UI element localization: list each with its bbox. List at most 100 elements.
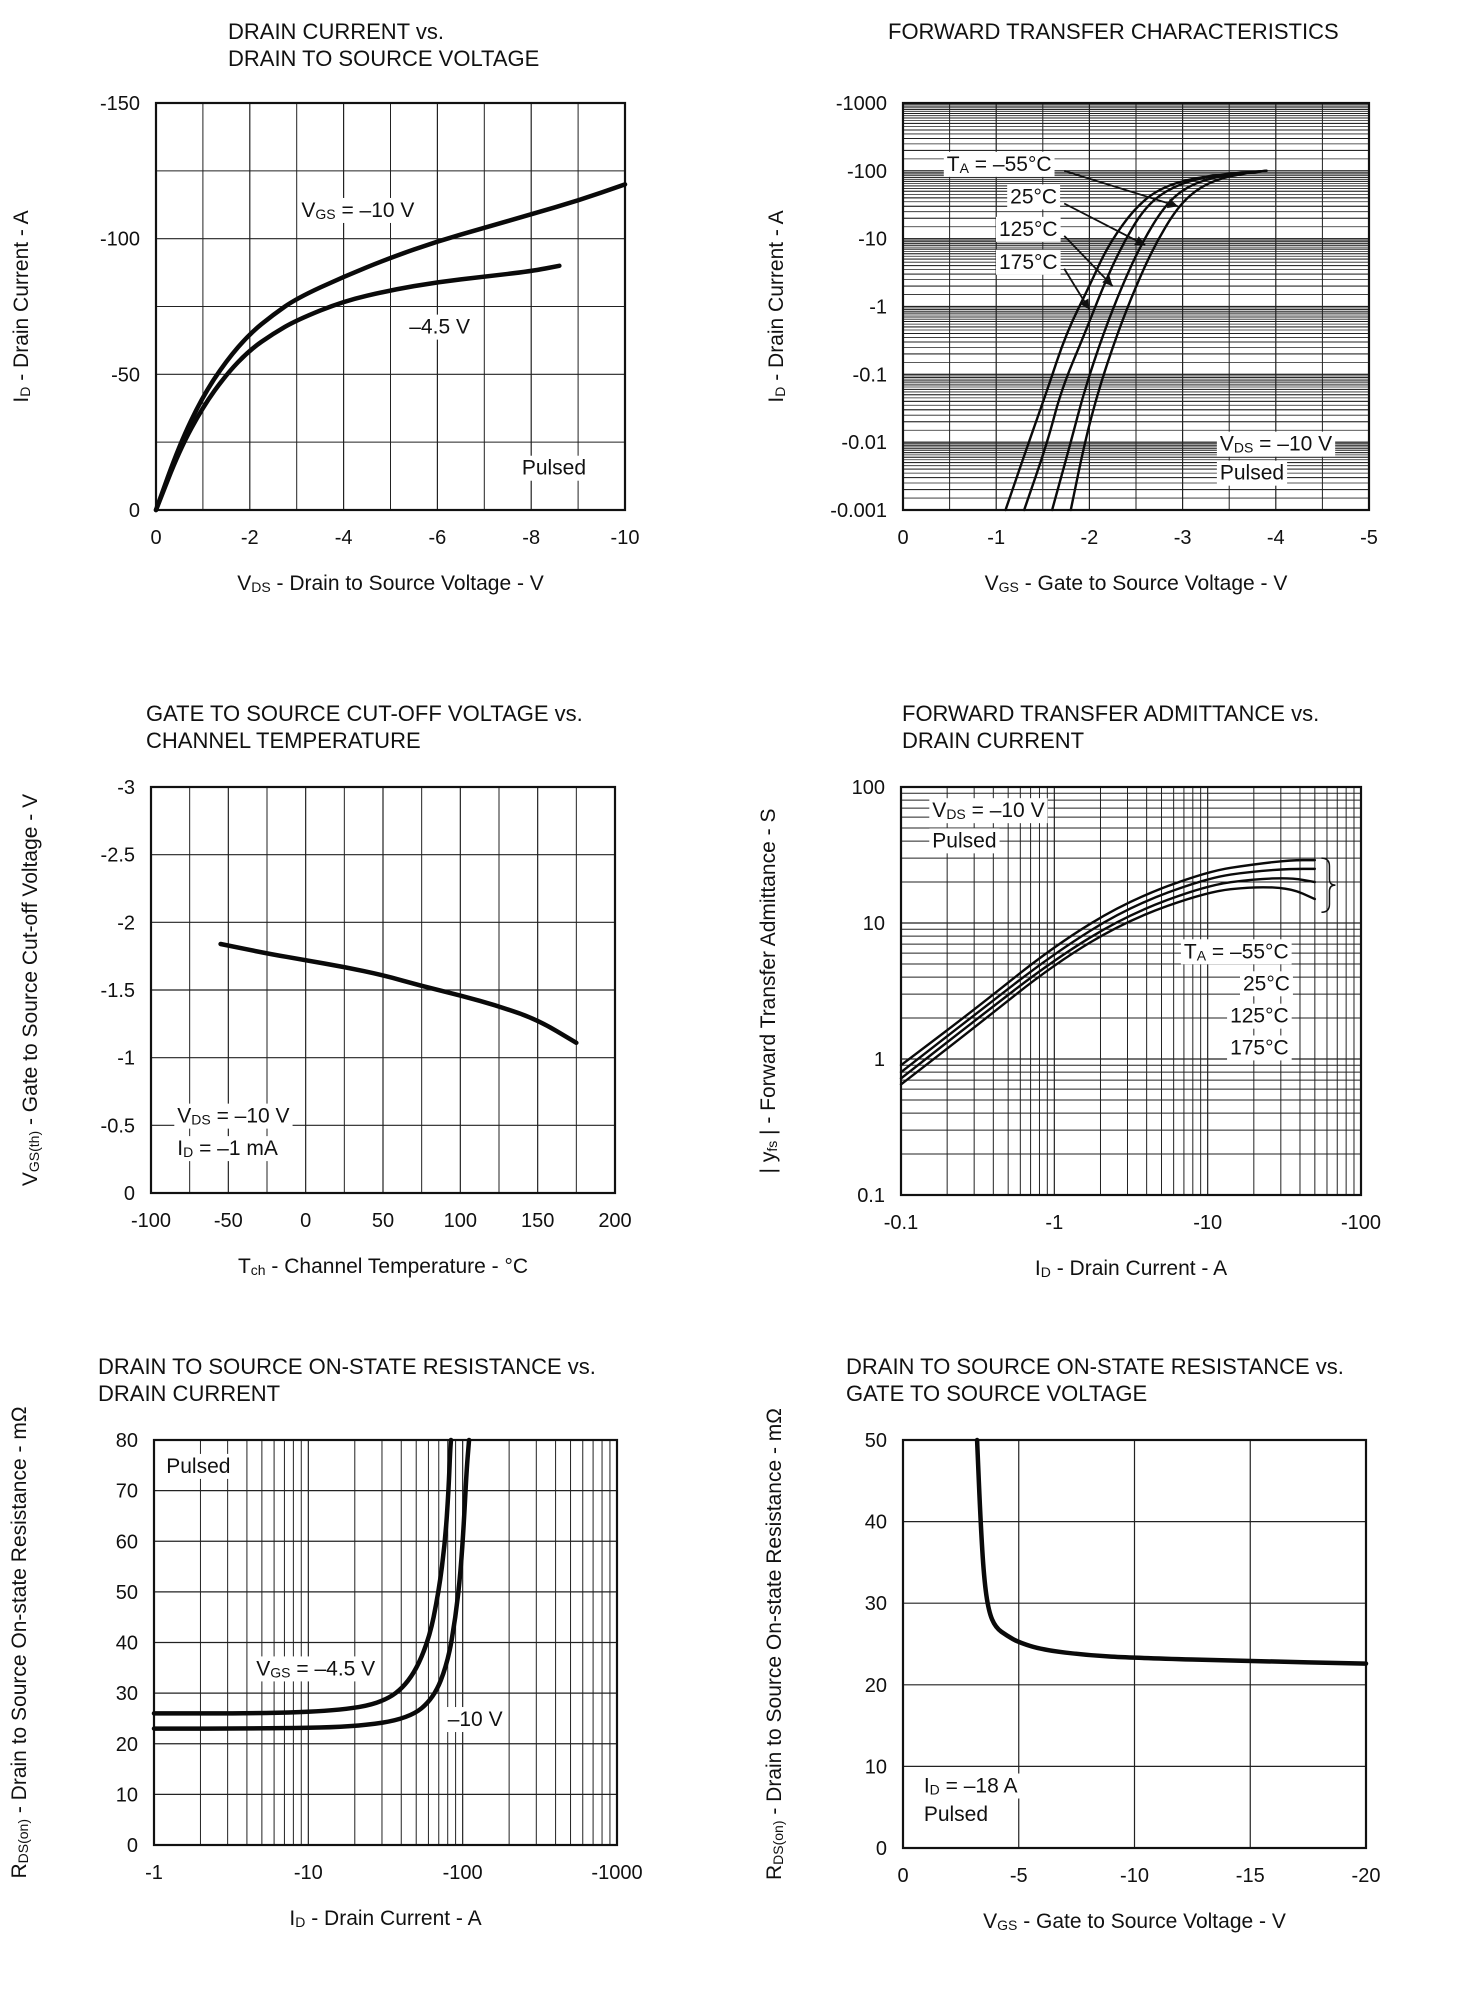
- chart-0-annotation-0: VGS = –10 V: [301, 199, 414, 222]
- chart-3-x-tick-label: -1: [1045, 1212, 1063, 1234]
- chart-4-y-tick-label: 20: [116, 1734, 138, 1756]
- chart-1-y-tick-label: -0.1: [853, 364, 887, 386]
- chart-3-x-tick-label: -10: [1193, 1212, 1222, 1234]
- chart-5-x-tick-label: -10: [1120, 1865, 1149, 1887]
- chart-0-x-tick-label: 0: [150, 527, 161, 549]
- chart-3-x-tick-label: -100: [1341, 1212, 1381, 1234]
- chart-2-x-tick-label: -50: [214, 1210, 243, 1232]
- chart-4-y-tick-label: 50: [116, 1582, 138, 1604]
- chart-3-annotation-0: VDS = –10 V: [932, 799, 1044, 822]
- chart-2-y-tick-label: -1.5: [101, 980, 135, 1002]
- chart-2-x-tick-label: -100: [131, 1210, 171, 1232]
- chart-0-x-tick-label: -4: [335, 527, 353, 549]
- chart-4-annotation-bg: [253, 1656, 379, 1682]
- chart-0-y-tick-label: -100: [100, 229, 140, 251]
- chart-4-y-tick-label: 40: [116, 1633, 138, 1655]
- chart-1-y-tick-label: -0.01: [841, 432, 887, 454]
- pointer-arrowhead: [1134, 236, 1146, 246]
- chart-1-series-3: [1004, 169, 1268, 512]
- chart-4-title: DRAIN TO SOURCE ON-STATE RESISTANCE vs. …: [98, 1354, 596, 1406]
- chart-0-series-0: [153, 182, 628, 513]
- chart-2-series-0: [218, 941, 579, 1046]
- chart-4-x-tick-label: -1000: [591, 1862, 642, 1884]
- chart-0-annotation-1: –4.5 V: [409, 316, 470, 339]
- chart-2-x-tick-label: 0: [300, 1210, 311, 1232]
- chart-4-x-tick-label: -10: [294, 1862, 323, 1884]
- chart-3-series-3: [899, 858, 1317, 1067]
- chart-5-x-tick-label: -20: [1352, 1865, 1381, 1887]
- chart-5-x-tick-label: -5: [1010, 1865, 1028, 1887]
- chart-5-y-tick-label: 20: [865, 1675, 887, 1697]
- chart-3-brace: [1321, 857, 1336, 913]
- chart-4-y-tick-label: 10: [116, 1784, 138, 1806]
- chart-3-annotation-3: 25°C: [1243, 972, 1290, 995]
- pointer-arrowhead: [1079, 298, 1090, 310]
- chart-3-annotation-4: 125°C: [1230, 1005, 1289, 1028]
- chart-1-x-tick-label: -2: [1081, 527, 1099, 549]
- chart-5-annotation-bg: [920, 1802, 992, 1828]
- chart-5-frame: [901, 1438, 1368, 1850]
- chart-1-x-tick-label: -4: [1267, 527, 1285, 549]
- chart-3-annotations: [929, 798, 1293, 1061]
- chart-4-y-tick-label: 70: [116, 1481, 138, 1503]
- chart-1-annotation-bg: [995, 216, 1061, 242]
- chart-4-annotation-1: VGS = –4.5 V: [256, 1657, 375, 1680]
- chart-3-frame: [899, 785, 1363, 1197]
- chart-0-y-tick-label: 0: [129, 500, 140, 522]
- chart-1-title: FORWARD TRANSFER CHARACTERISTICS: [888, 19, 1339, 44]
- chart-4-annotation-bg: [444, 1707, 506, 1733]
- chart-3-annotation-bg: [1227, 1003, 1292, 1029]
- chart-3-series-2: [899, 867, 1317, 1074]
- pointer-line: [1063, 235, 1114, 287]
- chart-1-y-tick-label: -100: [847, 161, 887, 183]
- chart-2-annotation-0: VDS = –10 V: [177, 1105, 289, 1128]
- chart-0-annotation-bg: [518, 455, 590, 481]
- chart-1-x-tick-label: -1: [987, 527, 1005, 549]
- chart-2-y-tick-label: -2: [117, 912, 135, 934]
- pointer-arrowhead: [1166, 198, 1178, 209]
- chart-5-series-0: [974, 1437, 1369, 1666]
- chart-0-x-tick-label: -8: [522, 527, 540, 549]
- chart-1-x-tick-label: -3: [1174, 527, 1192, 549]
- chart-1-y-tick-label: -0.001: [830, 500, 887, 522]
- pointer-line: [1063, 169, 1179, 208]
- chart-0-annotation-2: Pulsed: [522, 457, 586, 480]
- chart-1-annotation-bg: [995, 249, 1061, 275]
- chart-2-title: GATE TO SOURCE CUT-OFF VOLTAGE vs. CHANN…: [146, 701, 583, 753]
- chart-1-series-2: [1022, 169, 1268, 512]
- chart-0-y-axis-label: ID - Drain Current - A: [10, 210, 33, 402]
- chart-5-x-tick-label: -15: [1236, 1865, 1265, 1887]
- chart-4-x-tick-label: -100: [443, 1862, 483, 1884]
- chart-1-annotation-bg: [1007, 184, 1061, 210]
- chart-1-y-axis-label: ID - Drain Current - A: [765, 210, 788, 402]
- chart-4-y-tick-label: 80: [116, 1430, 138, 1452]
- chart-3-x-tick-label: -0.1: [884, 1212, 918, 1234]
- chart-1-annotation-2: 125°C: [999, 218, 1058, 241]
- chart-3-y-axis-label: | yfs | - Forward Transfer Admittance - …: [757, 809, 780, 1174]
- chart-1-annotation-bg: [1216, 460, 1288, 486]
- chart-5-y-axis-label: RDS(on) - Drain to Source On-state Resis…: [763, 1408, 786, 1880]
- chart-1-y-tick-label: -1000: [836, 93, 887, 115]
- chart-5-annotation-bg: [920, 1773, 1021, 1799]
- chart-3-series-1: [899, 877, 1317, 1080]
- chart-4-grid: [153, 1439, 618, 1846]
- chart-2-y-tick-label: -1: [117, 1048, 135, 1070]
- chart-4-y-tick-label: 30: [116, 1683, 138, 1705]
- chart-4-series-0: [151, 1437, 454, 1716]
- chart-5-y-tick-label: 0: [876, 1838, 887, 1860]
- chart-5-x-axis-label: VGS - Gate to Source Voltage - V: [983, 1910, 1286, 1933]
- chart-1-annotation-5: Pulsed: [1220, 462, 1284, 485]
- chart-4-y-axis-label: RDS(on) - Drain to Source On-state Resis…: [8, 1406, 31, 1878]
- chart-1-x-tick-label: 0: [897, 527, 908, 549]
- chart-1-annotation-1: 25°C: [1010, 185, 1057, 208]
- chart-1-series-1: [1050, 169, 1268, 512]
- chart-1-annotation-0: TA = –55°C: [947, 153, 1052, 176]
- chart-4-x-tick-label: -1: [145, 1862, 163, 1884]
- chart-1-x-tick-label: -5: [1360, 527, 1378, 549]
- chart-0-x-tick-label: -2: [241, 527, 259, 549]
- chart-0-annotation-bg: [298, 197, 418, 223]
